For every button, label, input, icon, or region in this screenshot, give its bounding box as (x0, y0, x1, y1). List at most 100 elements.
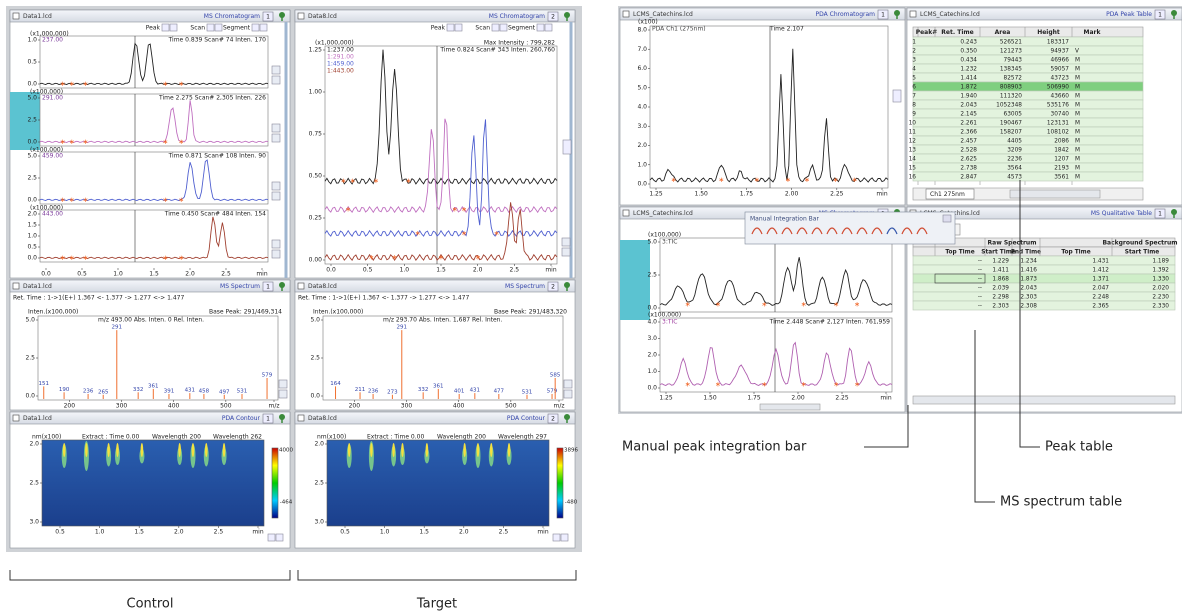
integration-tool[interactable] (766, 227, 778, 235)
pin-icon[interactable] (279, 414, 285, 420)
pin-icon[interactable] (279, 282, 285, 288)
integration-tool[interactable] (796, 227, 808, 235)
h-scrollbar[interactable] (759, 403, 821, 411)
trace (649, 48, 889, 183)
y-tick-label: 1.0 (27, 233, 37, 240)
y-tick-label: 3.0 (314, 519, 324, 526)
table-cell: 2.625 (960, 157, 977, 163)
side-button[interactable] (271, 123, 281, 133)
side-button[interactable] (278, 389, 288, 399)
plot-area (649, 25, 889, 189)
view-number-box[interactable] (547, 413, 559, 424)
close-button[interactable] (942, 214, 952, 223)
side-button[interactable] (271, 75, 281, 85)
side-button[interactable] (271, 191, 281, 201)
side-button[interactable] (278, 379, 288, 389)
table-cell: 1.940 (960, 94, 977, 100)
view-number-box[interactable] (1154, 9, 1166, 20)
intensity-label: Inten.(x100,000) (28, 309, 78, 316)
window-icon (297, 282, 305, 290)
side-button[interactable] (271, 239, 281, 249)
toolbar-arrow[interactable] (206, 23, 215, 32)
table-cell: 2.020 (1152, 286, 1169, 292)
view-number-box[interactable] (262, 413, 274, 424)
integration-tool[interactable] (811, 227, 823, 235)
peak-marker: ∗ (452, 206, 458, 214)
integration-tool[interactable] (901, 227, 913, 235)
pin-icon[interactable] (564, 414, 570, 420)
nav-button[interactable] (552, 533, 561, 542)
toolbar-arrow[interactable] (169, 23, 178, 32)
nav-button[interactable] (267, 533, 276, 542)
y-tick-label: 0.75 (309, 131, 323, 138)
side-button[interactable] (563, 389, 573, 399)
integration-tool[interactable] (826, 227, 838, 235)
y-tick-label: 1.0 (647, 368, 657, 375)
side-button[interactable] (561, 247, 571, 257)
view-number-box[interactable] (547, 11, 559, 22)
y-tick-label: 2.5 (27, 175, 37, 182)
pin-icon[interactable] (1171, 209, 1177, 215)
peak-label: 431 (185, 388, 196, 394)
integration-tool[interactable] (886, 227, 898, 235)
toolbar-arrow[interactable] (499, 23, 508, 32)
toolbar-arrow[interactable] (446, 23, 455, 32)
view-number-box[interactable] (262, 281, 274, 292)
integration-tool[interactable] (871, 227, 883, 235)
side-button[interactable] (271, 249, 281, 259)
toolbar-arrow[interactable] (251, 23, 260, 32)
toolbar-arrow[interactable] (491, 23, 500, 32)
integration-tool[interactable] (841, 227, 853, 235)
trace (39, 42, 269, 85)
toolbar-arrow[interactable] (214, 23, 223, 32)
integration-bar-title: Manual Integration Bar (750, 216, 819, 223)
side-button[interactable] (271, 65, 281, 75)
h-scrollbar[interactable] (912, 395, 1176, 405)
table-row (912, 45, 1144, 56)
cursor-info: Time 0.450 Scan# 484 Inten. 154 (164, 211, 266, 218)
tab[interactable] (925, 188, 975, 200)
x-tick-label: 1.5 (149, 271, 159, 278)
toolbar-arrow[interactable] (454, 23, 463, 32)
pin-icon[interactable] (564, 282, 570, 288)
table-cell: M (1075, 121, 1080, 127)
window-icon (909, 10, 917, 18)
integration-tool[interactable] (856, 227, 868, 235)
view-number-box[interactable] (877, 9, 889, 20)
peak-marker: ∗ (69, 196, 75, 204)
h-scrollbar[interactable] (1009, 189, 1101, 199)
contour-plot (326, 439, 550, 527)
integration-tool[interactable] (916, 227, 928, 235)
toolbar-arrow[interactable] (544, 23, 553, 32)
nav-button[interactable] (275, 533, 284, 542)
toolbar-arrow[interactable] (536, 23, 545, 32)
table-cell: 2.039 (992, 286, 1009, 292)
view-title: MS Chromatogram (489, 13, 545, 20)
scrollbar-thumb[interactable] (562, 139, 572, 155)
y-tick-label: 2.0 (637, 142, 647, 149)
scrollbar-thumb[interactable] (892, 89, 902, 103)
side-button[interactable] (561, 237, 571, 247)
pin-icon[interactable] (894, 10, 900, 16)
toolbar-arrow[interactable] (161, 23, 170, 32)
pin-icon[interactable] (279, 12, 285, 18)
x-tick-label: 2.25 (830, 191, 844, 198)
toolbar-arrow[interactable] (259, 23, 268, 32)
view-number-box[interactable] (547, 281, 559, 292)
plot-area (39, 151, 269, 205)
nav-button[interactable] (560, 533, 569, 542)
pin-icon[interactable] (564, 12, 570, 18)
view-number-box[interactable] (262, 11, 274, 22)
integration-tool[interactable] (751, 227, 763, 235)
x-tick-label: 2.0 (459, 529, 469, 536)
side-button[interactable] (271, 181, 281, 191)
spectrum-header: m/z 293.70 Abs. Inten. 1,687 Rel. Inten. (383, 317, 502, 324)
side-button[interactable] (271, 133, 281, 143)
y-tick-label: 5.0 (310, 317, 320, 324)
x-tick-label: 0.5 (340, 529, 350, 536)
side-button[interactable] (563, 379, 573, 389)
integration-tool[interactable] (781, 227, 793, 235)
pin-icon[interactable] (1171, 10, 1177, 16)
view-number-box[interactable] (1154, 208, 1166, 219)
peak-label: 585 (550, 373, 561, 379)
